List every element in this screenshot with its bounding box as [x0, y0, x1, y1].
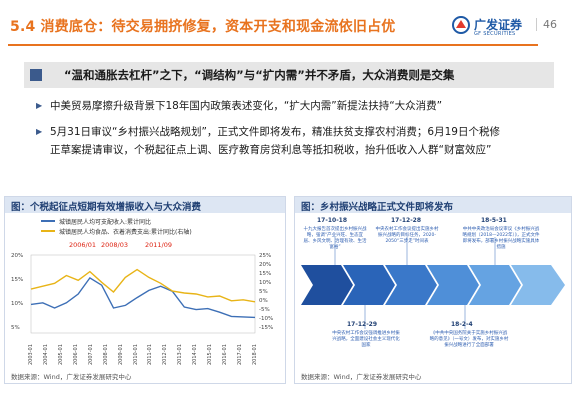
timeline-chevron-2: [343, 265, 395, 305]
x-axis-tick: 2009-01: [117, 344, 124, 365]
event-date: 18-2-4: [451, 321, 473, 328]
left-axis-tick: 5%: [11, 325, 20, 331]
x-axis-tick: 2018-01: [252, 344, 258, 365]
data-source: 数据来源：Wind，广发证券发展研究中心: [11, 373, 132, 381]
page-number: 46: [536, 18, 563, 31]
x-axis-tick: 2011-01: [147, 344, 154, 365]
left-axis-tick: 20%: [11, 253, 24, 259]
key-point-banner: “温和通胀去杠杆”之下，“调结构”与“扩内需”并不矛盾，大众消费则是交集: [24, 62, 554, 88]
right-axis-tick: -15%: [259, 325, 274, 331]
annotation-label: 2008/03: [101, 241, 129, 249]
left-axis-tick: 15%: [11, 277, 24, 283]
legend-swatch: [41, 220, 55, 222]
company-logo: 广发证券 GF SECURITIES: [452, 14, 528, 42]
timeline-arrows: [301, 237, 565, 329]
event-text: 中央农村工作会议提出实施乡村振兴战略的目标任务，2020-2050“三步走”时间…: [375, 227, 439, 244]
timeline-chevron-1: [301, 265, 353, 305]
x-axis-tick: 2003-01: [28, 344, 34, 365]
x-axis-tick: 2016-01: [222, 344, 229, 365]
banner-square-icon: [30, 69, 42, 81]
bullet-text: 5月31日审议“乡村振兴战略规划”，正式文件即将发布，精准扶贫支撑农村消费；6月…: [50, 126, 500, 138]
panel-title: 图：乡村振兴战略正式文件即将发布: [301, 202, 454, 213]
right-axis-tick: 0%: [259, 298, 268, 304]
x-axis-tick: 2006-01: [72, 344, 79, 365]
page-title: 5.4 消费底仓：待交易拥挤修复，资本开支和现金流依旧占优: [10, 19, 396, 35]
logo-mark-icon: [452, 16, 470, 34]
logo-text-cn: 广发证券: [474, 18, 523, 32]
x-axis-tick: 2008-01: [102, 344, 109, 365]
bullet-text: 正草案提请审议，个税起征点上调、医疗教育房贷利息等抵扣税收，抬升低收入人群“财富…: [50, 144, 492, 156]
right-axis-tick: 20%: [259, 262, 272, 268]
chart-panel-income: 图：个税起征点短期有效增振收入与大众消费 城镇居民人均可支配收入:累计同比 城镇…: [4, 196, 286, 384]
timeline-chevron-5: [469, 265, 521, 305]
header-divider: [8, 44, 538, 46]
series-line-1: [30, 276, 256, 319]
x-axis-tick: 2014-01: [192, 344, 199, 365]
x-axis-tick: 2004-01: [42, 344, 49, 365]
right-axis-tick: -5%: [259, 307, 270, 313]
annotation-label: 2006/01: [69, 241, 97, 249]
right-axis-tick: -10%: [259, 316, 274, 322]
timeline-chevron-4: [427, 265, 479, 305]
logo-text-en: GF SECURITIES: [474, 31, 516, 37]
event-date: 17-12-28: [391, 217, 422, 224]
event-text: 十九大报告首次提出乡村振兴战略，强调“产业兴旺、生态宜居、乡风文明、治理有效、生…: [303, 227, 367, 250]
banner-text: “温和通胀去杠杆”之下，“调结构”与“扩内需”并不矛盾，大众消费则是交集: [64, 68, 455, 82]
timeline-chevron-3: [385, 265, 437, 305]
panel-header: 图：个税起征点短期有效增振收入与大众消费: [5, 197, 285, 213]
right-axis-tick: 10%: [259, 280, 272, 286]
x-axis-tick: 2013-01: [177, 344, 184, 365]
right-axis-tick: 15%: [259, 271, 272, 277]
bullet-triangle-icon: ▶: [36, 127, 43, 136]
right-axis-tick: 5%: [259, 289, 268, 295]
series-line-2: [30, 268, 256, 303]
legend-label: 城镇居民人均食品、衣着消费支出:累计同比(右轴): [59, 229, 192, 236]
x-axis-tick: 2010-01: [132, 344, 139, 365]
chart-panel-rural: 图：乡村振兴战略正式文件即将发布 17-10-18 十九大报告首次提出乡村振兴战…: [294, 196, 572, 384]
legend-swatch: [41, 230, 55, 232]
timeline-chevron-6: [511, 265, 565, 305]
left-axis-tick: 10%: [11, 301, 24, 307]
event-date: 17-10-18: [317, 217, 348, 224]
bullet-triangle-icon: ▶: [36, 101, 43, 110]
x-axis-tick: 2005-01: [57, 344, 64, 365]
right-axis-tick: 25%: [259, 253, 272, 259]
plot-frame: [30, 254, 256, 334]
data-source: 数据来源：Wind，广发证券发展研究中心: [301, 373, 422, 381]
bullet-text: 中美贸易摩擦升级背景下18年国内政策表述变化，“扩大内需”新提法扶持“大众消费”: [50, 100, 443, 112]
event-text: 中央农村工作会议强调推进乡村振兴战略，全面建设社会主义现代化国家: [332, 331, 400, 348]
event-text: 《中共中央国务院关于实施乡村振兴战略的意见》（一号文）发布，对实施乡村振兴战略进…: [429, 331, 509, 348]
x-axis-tick: 2012-01: [162, 344, 169, 365]
legend-label: 城镇居民人均可支配收入:累计同比: [59, 219, 152, 226]
event-date: 18-5-31: [481, 217, 507, 224]
x-axis-tick: 2015-01: [207, 344, 214, 365]
x-axis-tick: 2017-01: [237, 344, 244, 365]
line-chart: [30, 254, 256, 334]
panel-title: 图：个税起征点短期有效增振收入与大众消费: [11, 202, 202, 213]
annotation-label: 2011/09: [145, 241, 173, 249]
panel-header: 图：乡村振兴战略正式文件即将发布: [295, 197, 571, 213]
event-text: 中共中央政治局会议审议《乡村振兴战略规划（2018—2022年）》，正式文件即将…: [462, 227, 540, 250]
event-date: 17-12-29: [347, 321, 378, 328]
x-axis-tick: 2007-01: [87, 344, 94, 365]
